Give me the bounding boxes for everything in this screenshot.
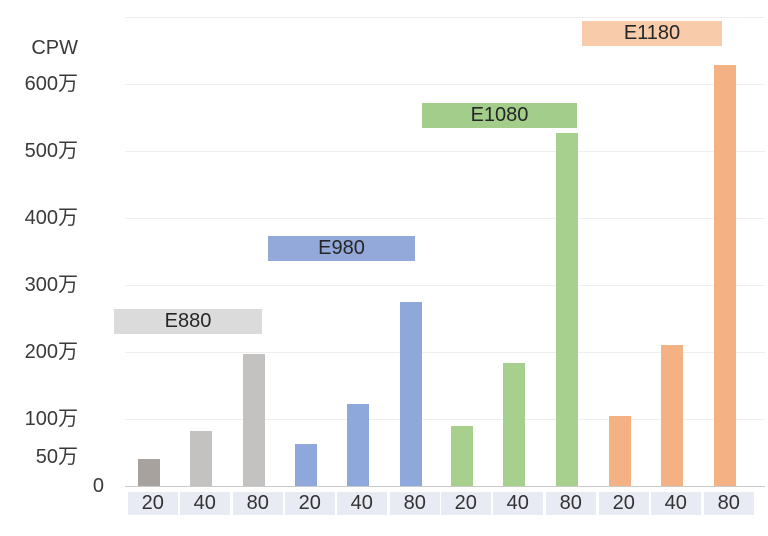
- series-label-e880: E880: [114, 309, 262, 334]
- bar-e880-20: [138, 459, 160, 486]
- x-tick-e980-40: 40: [337, 492, 387, 515]
- series-label-e1180: E1180: [582, 21, 722, 46]
- x-tick-e880-20: 20: [128, 492, 178, 515]
- bar-e1180-40: [661, 345, 683, 486]
- gridline: [125, 151, 765, 152]
- gridline: [125, 285, 765, 286]
- series-label-e1080: E1080: [422, 103, 577, 128]
- x-tick-e980-80: 80: [390, 492, 440, 515]
- x-tick-e1080-40: 40: [493, 492, 543, 515]
- x-tick-e1080-20: 20: [441, 492, 491, 515]
- x-tick-e1180-40: 40: [651, 492, 701, 515]
- x-tick-e880-40: 40: [180, 492, 230, 515]
- bar-e980-40: [347, 404, 369, 486]
- bar-e1080-80: [556, 133, 578, 486]
- bar-e880-80: [243, 354, 265, 486]
- y-tick-label: 600万: [24, 73, 78, 95]
- y-tick-label: 100万: [24, 408, 78, 430]
- x-tick-e1080-80: 80: [546, 492, 596, 515]
- x-tick-e1180-80: 80: [704, 492, 754, 515]
- x-axis-baseline: [125, 486, 765, 487]
- gridline: [125, 218, 765, 219]
- bar-e1080-20: [451, 426, 473, 486]
- bar-e880-40: [190, 431, 212, 486]
- gridline: [125, 419, 765, 420]
- y-tick-label: 50万: [35, 446, 78, 468]
- y-tick-label: 0: [92, 475, 104, 497]
- gridline: [125, 84, 765, 85]
- x-tick-e980-20: 20: [285, 492, 335, 515]
- bar-e1080-40: [503, 363, 525, 486]
- y-tick-label: 200万: [24, 341, 78, 363]
- bar-e1180-80: [714, 65, 736, 486]
- y-tick-label: 400万: [24, 207, 78, 229]
- bar-e980-20: [295, 444, 317, 486]
- x-tick-e1180-20: 20: [599, 492, 649, 515]
- y-tick-label: 300万: [24, 274, 78, 296]
- y-tick-label: 500万: [24, 140, 78, 162]
- gridline: [125, 352, 765, 353]
- series-label-e980: E980: [268, 236, 415, 261]
- bar-e980-80: [400, 302, 422, 486]
- bar-e1180-20: [609, 416, 631, 486]
- x-tick-e880-80: 80: [233, 492, 283, 515]
- gridline: [125, 17, 765, 18]
- y-axis-title: CPW: [31, 37, 78, 59]
